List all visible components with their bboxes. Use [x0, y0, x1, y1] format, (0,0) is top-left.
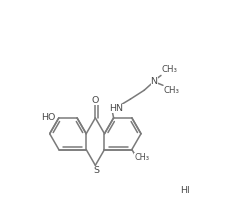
Text: CH₃: CH₃ [134, 153, 149, 162]
Text: CH₃: CH₃ [164, 86, 180, 95]
Text: HN: HN [110, 104, 123, 112]
Text: CH₃: CH₃ [162, 65, 178, 74]
Text: O: O [92, 96, 99, 105]
Text: HO: HO [41, 113, 55, 122]
Text: HI: HI [180, 186, 190, 196]
Text: N: N [151, 77, 157, 86]
Text: S: S [93, 166, 99, 175]
